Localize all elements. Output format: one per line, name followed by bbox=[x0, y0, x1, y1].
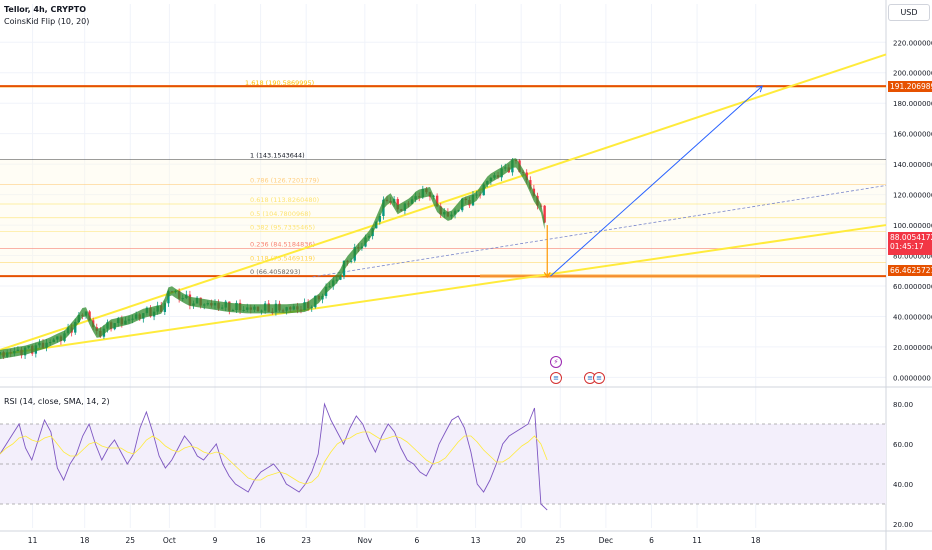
drop-arrow-head bbox=[543, 271, 551, 278]
lightning-icon[interactable]: ⚡ bbox=[550, 356, 562, 368]
candle bbox=[543, 205, 546, 223]
rsi-axis-label: 60.00 bbox=[893, 441, 913, 449]
bar-countdown: 01:45:17 bbox=[890, 242, 924, 251]
candle bbox=[396, 199, 399, 210]
channel-lower-line bbox=[0, 224, 887, 356]
time-axis-label: 25 bbox=[126, 536, 136, 545]
channel-upper-line bbox=[0, 53, 887, 351]
time-axis-label: Oct bbox=[163, 536, 176, 545]
fib-level-label: 0 (66.4058293) bbox=[250, 268, 301, 276]
fib-level-label: 0.236 (84.5184836) bbox=[250, 241, 315, 249]
lower-level-price-tag: 66.4625721 bbox=[888, 265, 932, 276]
fib-level-label: 1.618 (190.5869995) bbox=[245, 79, 314, 87]
indicator-ribbon bbox=[0, 158, 545, 360]
price-axis-label: 140.0000000 bbox=[893, 161, 932, 169]
price-axis-label: 20.0000000 bbox=[893, 344, 932, 352]
fib-zone-fill bbox=[0, 159, 886, 277]
fib-level-label: 1 (143.1543644) bbox=[250, 151, 305, 159]
price-axis-label: 60.0000000 bbox=[893, 283, 932, 291]
time-axis-label: 6 bbox=[649, 536, 654, 545]
candle bbox=[378, 215, 382, 222]
rsi-axis-label: 80.00 bbox=[893, 401, 913, 409]
projection-arrow-line bbox=[550, 85, 763, 277]
fib-level-label: 0.786 (126.7201779) bbox=[250, 176, 319, 184]
currency-button[interactable]: USD bbox=[888, 4, 930, 21]
current-price-tag: 88.0054172 01:45:17 bbox=[888, 232, 932, 255]
price-axis-label: 80.0000000 bbox=[893, 253, 932, 261]
rsi-line bbox=[0, 402, 548, 511]
price-axis-label: 220.0000000 bbox=[893, 39, 932, 47]
time-axis-label: 11 bbox=[692, 536, 702, 545]
support-zone-rect bbox=[480, 274, 760, 279]
time-axis-label: 23 bbox=[301, 536, 311, 545]
price-axis-label: 40.0000000 bbox=[893, 313, 932, 321]
price-axis-label: 120.0000000 bbox=[893, 192, 932, 200]
candle bbox=[349, 260, 353, 262]
price-axis-label: 160.0000000 bbox=[893, 131, 932, 139]
us-flag-icon[interactable]: ≡ bbox=[593, 372, 605, 384]
indicator-legend[interactable]: CoinsKid Flip (10, 20) bbox=[4, 17, 90, 26]
candle bbox=[435, 195, 439, 207]
fib-level-label: 0.118 (75.5469119) bbox=[250, 254, 315, 262]
time-axis-label: 6 bbox=[415, 536, 420, 545]
time-axis-label: 16 bbox=[256, 536, 266, 545]
price-axis-label: 0.0000000 bbox=[893, 374, 931, 382]
time-axis-label: 25 bbox=[555, 536, 565, 545]
rsi-sma-line bbox=[0, 431, 548, 485]
candle bbox=[167, 291, 170, 304]
rsi-legend[interactable]: RSI (14, close, SMA, 14, 2) bbox=[4, 397, 110, 406]
rsi-axis-label: 20.00 bbox=[893, 521, 913, 529]
symbol-title[interactable]: Tellor, 4h, CRYPTO bbox=[4, 5, 86, 14]
time-axis-label: Nov bbox=[358, 536, 373, 545]
candle bbox=[163, 303, 167, 312]
upper-level-price-tag: 191.2069893 bbox=[888, 81, 932, 92]
time-axis-label: 13 bbox=[471, 536, 481, 545]
dashed-trend-line bbox=[312, 185, 887, 278]
us-flag-icon[interactable]: ≡ bbox=[550, 372, 562, 384]
time-axis-label: 20 bbox=[516, 536, 526, 545]
time-axis-label: Dec bbox=[599, 536, 614, 545]
fib-level-label: 0.618 (113.8260480) bbox=[250, 196, 319, 204]
projection-arrow-head bbox=[756, 85, 763, 93]
fib-level-label: 0.5 (104.7800968) bbox=[250, 210, 311, 218]
time-axis-label: 18 bbox=[751, 536, 761, 545]
time-axis-label: 18 bbox=[80, 536, 90, 545]
price-axis-label: 100.0000000 bbox=[893, 222, 932, 230]
fib-level-label: 0.382 (95.7335465) bbox=[250, 224, 315, 232]
time-axis-label: 11 bbox=[28, 536, 38, 545]
rsi-axis-label: 40.00 bbox=[893, 481, 913, 489]
price-axis-label: 180.0000000 bbox=[893, 100, 932, 108]
time-axis-label: 9 bbox=[213, 536, 218, 545]
current-price-value: 88.0054172 bbox=[890, 233, 932, 242]
price-axis-label: 200.0000000 bbox=[893, 70, 932, 78]
